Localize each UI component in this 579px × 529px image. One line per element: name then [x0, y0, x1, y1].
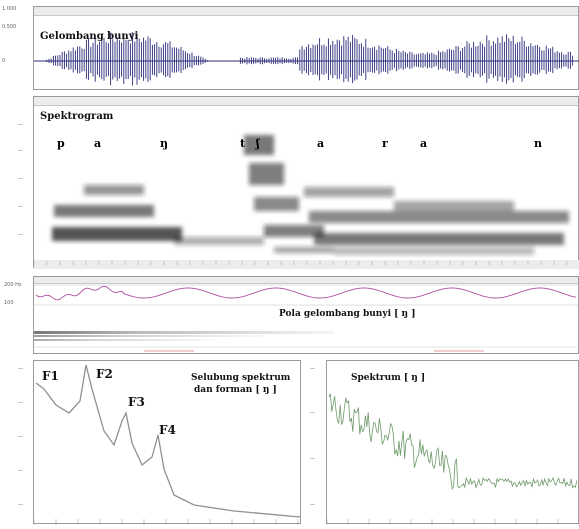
envelope-label-line1: Selubung spektrum — [191, 373, 291, 383]
pattern-y-axis: 200 Hz 100 — [4, 282, 22, 306]
phoneme-row: p a ŋ t ʃ a r a n — [34, 137, 579, 153]
pattern-panel[interactable]: Pola gelombang bunyi [ ŋ ] — [33, 276, 579, 354]
spectrogram-image — [34, 135, 579, 269]
waveform-label: Gelombang bunyi — [40, 31, 139, 42]
spectrogram-panel[interactable]: Spektrogram p a ŋ t ʃ a r a n — [33, 96, 579, 269]
envelope-label-line2: dan forman [ ŋ ] — [194, 385, 277, 395]
pattern-label: Pola gelombang bunyi [ ŋ ] — [279, 309, 416, 319]
waveform-y-axis: 1.000 0.500 0 — [2, 6, 17, 64]
phoneme-t: t — [240, 137, 246, 150]
envelope-panel[interactable]: F1 F2 F3 F4 Selubung spektrum dan forman… — [33, 360, 301, 525]
phoneme-a2: a — [317, 137, 325, 150]
envelope-y-axis: — — — — — — [18, 366, 23, 508]
spectrogram-y-axis: — — — — — — [18, 122, 23, 238]
waveform-titlebar — [34, 7, 578, 16]
formant-f3: F3 — [128, 395, 145, 409]
formant-f4: F4 — [159, 423, 176, 437]
phoneme-ng: ŋ — [160, 137, 168, 150]
spectrum-y-axis: — — — — — [310, 366, 315, 508]
spectrogram-label: Spektrogram — [40, 111, 114, 122]
formant-f2: F2 — [96, 367, 113, 381]
spectrum-trace — [327, 393, 579, 525]
spectrum-label: Spektrum [ ŋ ] — [351, 373, 426, 383]
phoneme-a3: a — [420, 137, 428, 150]
phoneme-a1: a — [94, 137, 102, 150]
formant-f1: F1 — [42, 369, 59, 383]
phoneme-sh: ʃ — [256, 137, 260, 150]
waveform-trace — [34, 32, 579, 86]
pattern-titlebar — [34, 277, 578, 284]
pitch-contour — [34, 284, 579, 352]
phoneme-r: r — [382, 137, 388, 150]
phoneme-p: p — [57, 137, 65, 150]
waveform-panel[interactable]: Gelombang bunyi — [33, 6, 579, 90]
spectrum-panel[interactable]: Spektrum [ ŋ ] — [326, 360, 579, 525]
spectrogram-titlebar — [34, 97, 578, 106]
envelope-curve — [34, 364, 301, 525]
phoneme-n: n — [534, 137, 542, 150]
